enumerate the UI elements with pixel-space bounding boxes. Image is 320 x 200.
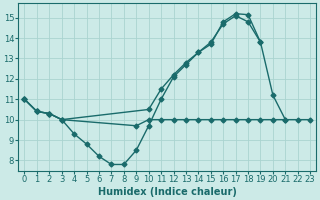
X-axis label: Humidex (Indice chaleur): Humidex (Indice chaleur)	[98, 187, 237, 197]
